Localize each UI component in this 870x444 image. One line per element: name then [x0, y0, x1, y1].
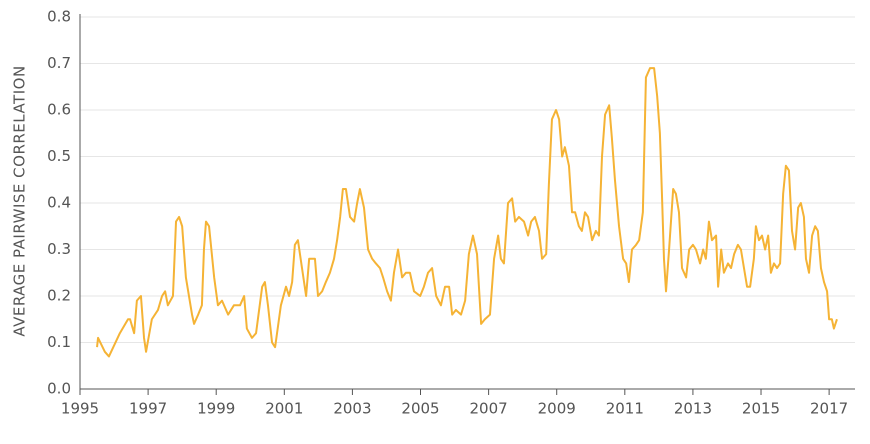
x-tick-label: 2017 — [810, 400, 848, 418]
x-tick-label: 2001 — [265, 400, 303, 418]
data-line — [96, 67, 838, 358]
y-tick-label: 0.5 — [47, 147, 71, 165]
x-tick-label: 1999 — [197, 400, 235, 418]
y-tick-label: 0.4 — [47, 194, 71, 212]
y-tick-label: 0.0 — [47, 380, 71, 398]
x-tick-label: 2015 — [742, 400, 780, 418]
y-tick-label: 0.7 — [47, 54, 71, 72]
y-tick-label: 0.2 — [47, 287, 71, 305]
y-axis-label: AVERAGE PAIRWISE CORRELATION — [11, 65, 29, 336]
y-tick-label: 0.8 — [47, 8, 71, 26]
x-tick-label: 2013 — [674, 400, 712, 418]
x-tick-label: 2007 — [470, 400, 508, 418]
y-tick-label: 0.6 — [47, 101, 71, 119]
y-tick-label: 0.1 — [47, 333, 71, 351]
x-tick-label: 2009 — [538, 400, 576, 418]
x-tick-label: 2005 — [401, 400, 439, 418]
x-tick-label: 2011 — [606, 400, 644, 418]
x-tick-label: 1997 — [129, 400, 167, 418]
y-tick-label: 0.3 — [47, 240, 71, 258]
x-tick-label: 2003 — [333, 400, 371, 418]
x-tick-label: 1995 — [61, 400, 99, 418]
